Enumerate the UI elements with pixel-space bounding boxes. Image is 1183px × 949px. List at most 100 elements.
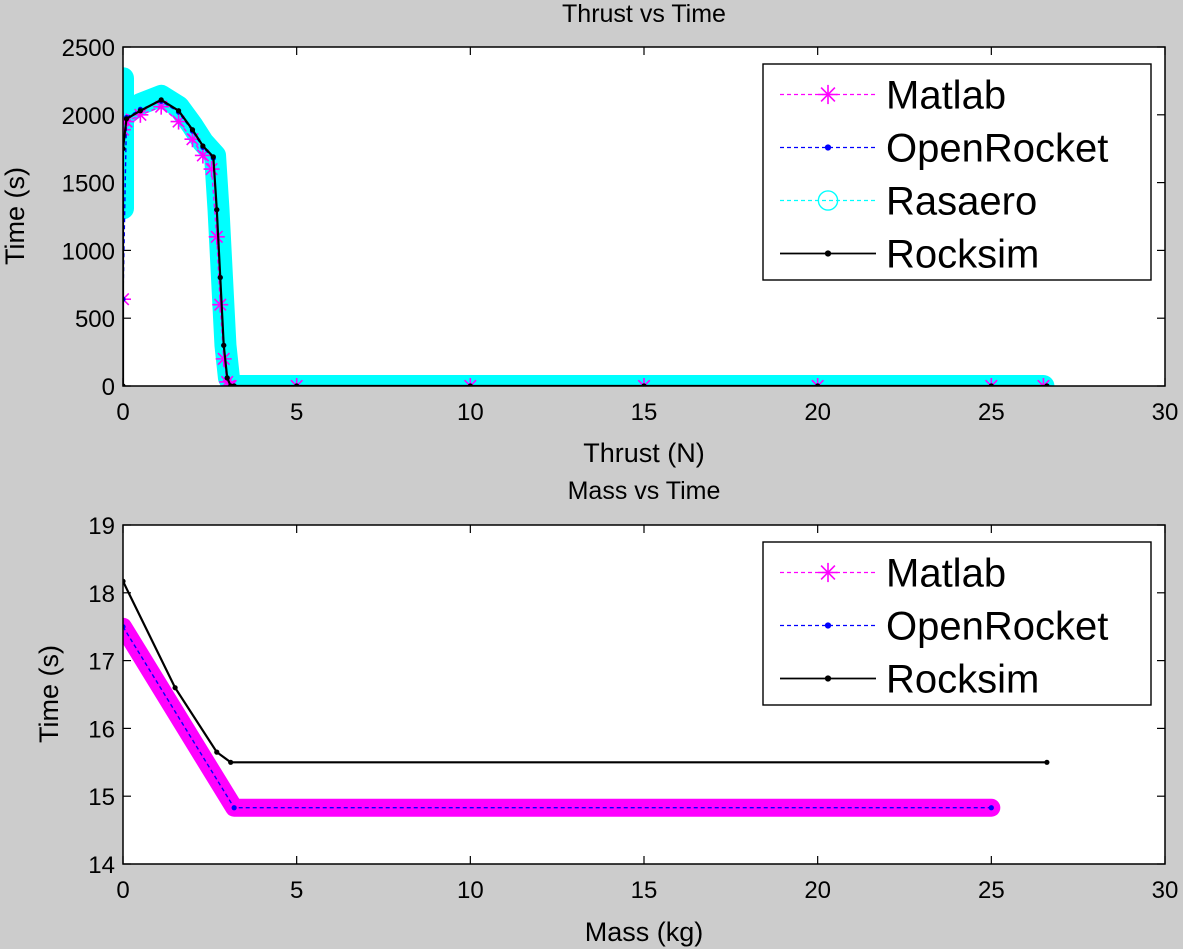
thrust-x-tick-label: 10 xyxy=(457,399,484,426)
matlab-point xyxy=(208,228,225,245)
matlab-point xyxy=(222,378,239,386)
legend-swatch-marker xyxy=(818,84,838,105)
legend-entry-matlab: Matlab xyxy=(780,74,1006,118)
legend-entry-matlab: Matlab xyxy=(780,552,1006,596)
legend-label: Matlab xyxy=(886,74,1006,118)
rocksim-point xyxy=(123,116,130,122)
legend-label: Rocksim xyxy=(886,658,1039,702)
openrocket-point xyxy=(231,805,237,811)
mass-y-tick-label: 15 xyxy=(88,784,115,811)
legend-swatch-marker xyxy=(824,622,832,629)
matlab-point xyxy=(123,618,131,635)
rocksim-point xyxy=(214,749,220,755)
legend-swatch-marker xyxy=(818,562,838,583)
legend-entry-rocksim: Rocksim xyxy=(780,658,1039,702)
mass-chart-title: Mass vs Time xyxy=(568,477,721,505)
legend-entry-rocksim: Rocksim xyxy=(780,233,1039,277)
thrust-x-axis-label: Thrust (N) xyxy=(583,438,705,468)
thrust-y-tick-label: 2000 xyxy=(62,103,115,130)
series-openrocket xyxy=(123,624,994,811)
legend-swatch-marker xyxy=(824,144,832,151)
matlab-point xyxy=(462,378,479,386)
legend-entry-openrocket: OpenRocket xyxy=(780,127,1108,171)
mass-x-tick-label: 5 xyxy=(290,877,303,904)
thrust-x-tick-label: 0 xyxy=(116,399,129,426)
thrust-series xyxy=(123,67,1055,386)
mass-series xyxy=(123,578,1050,817)
mass-axes-box xyxy=(122,524,1166,865)
mass-y-tick-label: 14 xyxy=(88,852,115,879)
thrust-chart-title: Thrust vs Time xyxy=(562,0,726,28)
mass-chart: Mass vs Time Mass (kg) Time (s) 0 5 10 15 20… xyxy=(34,477,1178,947)
rocksim-point xyxy=(172,685,178,691)
thrust-x-tick-label: 20 xyxy=(804,399,831,426)
matlab-point xyxy=(170,113,187,130)
mass-x-tick-label: 25 xyxy=(978,877,1005,904)
rocksim-point xyxy=(158,97,164,103)
rocksim-point xyxy=(1044,759,1050,765)
rasaero-point xyxy=(209,201,228,219)
rocksim-point xyxy=(200,143,206,149)
matlab-line xyxy=(123,105,1044,386)
matlab-point xyxy=(1035,378,1052,386)
legend-swatch-marker xyxy=(817,190,839,211)
rasaero-point xyxy=(123,199,132,218)
rocksim-point xyxy=(189,127,196,133)
matlab-point xyxy=(212,296,229,313)
mass-y-tick-label: 18 xyxy=(88,581,115,608)
series-rocksim xyxy=(123,578,1050,765)
rasaero-point xyxy=(228,377,247,386)
thrust-y-axis-label: Time (s) xyxy=(0,167,30,265)
rocksim-point xyxy=(210,154,216,160)
mass-x-tick-label: 15 xyxy=(631,877,658,904)
mass-x-tick-label: 20 xyxy=(804,877,831,904)
mass-ticks: 0 5 10 15 20 25 30 14 15 16 17 18 19 xyxy=(88,513,1178,904)
legend-swatch-marker xyxy=(824,250,832,257)
thrust-y-tick-label: 0 xyxy=(102,374,115,401)
mass-x-tick-label: 30 xyxy=(1152,877,1179,904)
thrust-y-tick-label: 1000 xyxy=(62,238,115,265)
mass-y-axis-label: Time (s) xyxy=(34,645,64,743)
mass-y-tick-label: 16 xyxy=(88,716,115,743)
thrust-x-tick-label: 15 xyxy=(631,399,658,426)
legend-label: OpenRocket xyxy=(886,127,1108,171)
legend-label: Matlab xyxy=(886,552,1006,596)
matlab-point xyxy=(636,378,652,386)
rocksim-point xyxy=(217,274,223,281)
legend-label: Rasaero xyxy=(886,180,1037,224)
matlab-point xyxy=(288,378,305,386)
legend-entry-rasaero: Rasaero xyxy=(780,180,1037,224)
thrust-y-tick-label: 500 xyxy=(75,306,115,333)
matlab-point xyxy=(983,378,1000,386)
legend-label: Rocksim xyxy=(886,233,1039,277)
legend-entry-openrocket: OpenRocket xyxy=(780,605,1108,649)
rasaero-point xyxy=(123,69,132,87)
rasaero-point xyxy=(213,268,231,287)
mass-x-tick-label: 0 xyxy=(116,877,129,904)
mass-y-tick-label: 19 xyxy=(88,513,115,540)
mass-legend: Matlab OpenRocket Rocksim xyxy=(762,541,1152,706)
matlab-point xyxy=(123,291,131,308)
mass-y-tick-label: 17 xyxy=(88,649,115,676)
thrust-ticks: 0 5 10 15 20 25 30 0 500 1000 1500 2000 2500 xyxy=(62,35,1179,426)
legend-label: OpenRocket xyxy=(886,605,1108,649)
rasaero-point xyxy=(123,106,132,124)
openrocket-point xyxy=(988,805,994,811)
mass-x-tick-label: 10 xyxy=(457,877,484,904)
thrust-legend: Matlab OpenRocket Rasaero Rocksim xyxy=(762,63,1152,281)
thrust-x-tick-label: 5 xyxy=(290,399,303,426)
thrust-axes-box xyxy=(122,46,1166,387)
legend-swatch-marker xyxy=(824,675,832,682)
thrust-x-tick-label: 30 xyxy=(1152,399,1179,426)
thrust-y-tick-label: 2500 xyxy=(62,35,115,62)
rocksim-point xyxy=(214,207,220,213)
matlab-point xyxy=(203,161,220,178)
matlab-point xyxy=(809,378,826,386)
thrust-chart: Thrust vs Time Thrust (N) Time (s) 0 5 10 1… xyxy=(0,0,1178,468)
rocksim-point xyxy=(221,342,227,348)
thrust-y-tick-label: 1500 xyxy=(62,171,115,198)
mass-x-axis-label: Mass (kg) xyxy=(585,917,704,947)
rocksim-point xyxy=(228,759,234,765)
thrust-x-tick-label: 25 xyxy=(978,399,1005,426)
